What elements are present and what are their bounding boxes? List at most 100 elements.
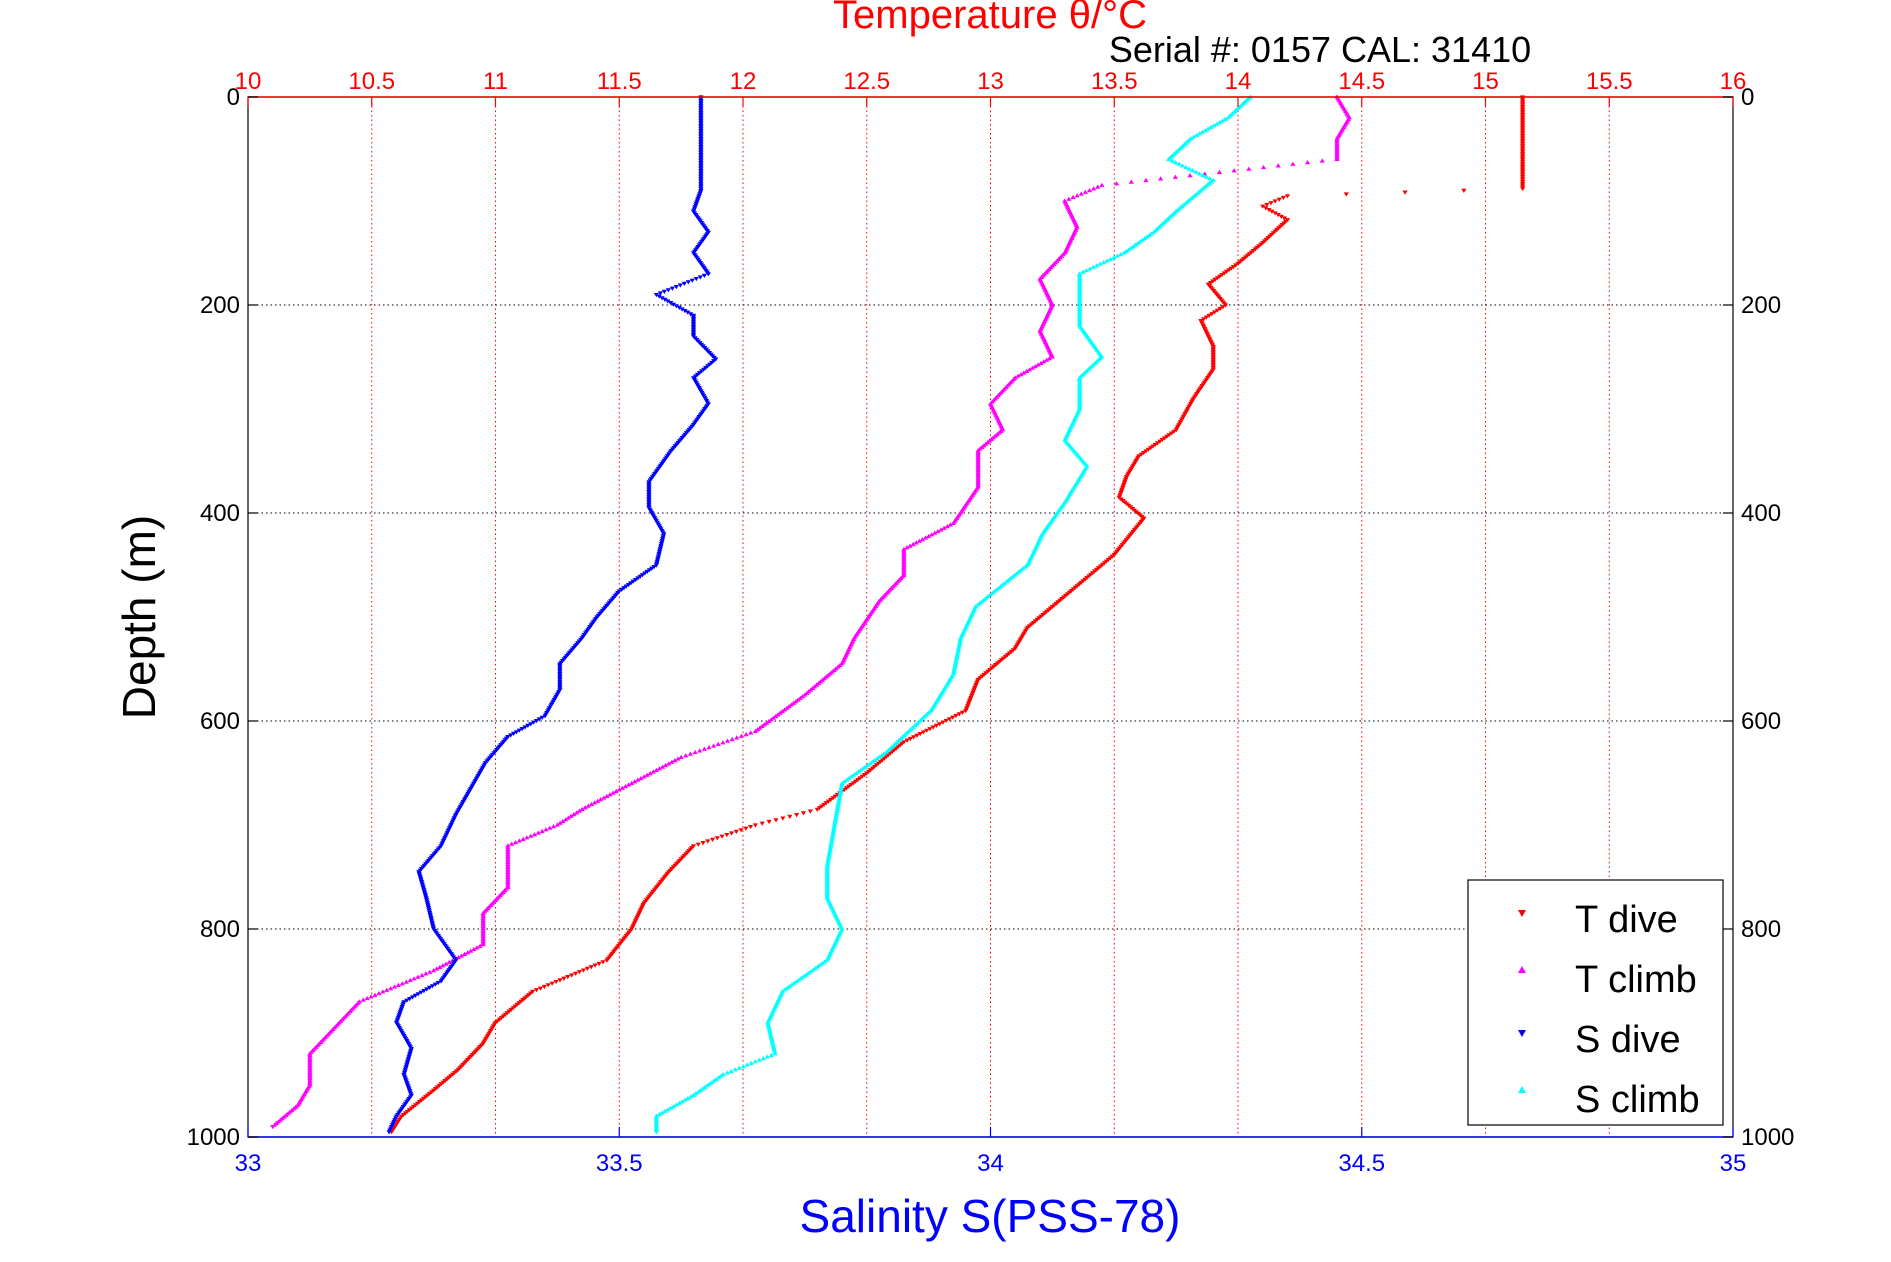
data-point bbox=[1187, 173, 1193, 178]
data-point bbox=[879, 752, 885, 758]
data-point bbox=[690, 1092, 697, 1097]
data-point bbox=[693, 277, 699, 282]
data-point bbox=[825, 860, 831, 865]
data-point bbox=[434, 966, 440, 971]
data-point bbox=[831, 824, 837, 829]
data-point bbox=[766, 819, 772, 825]
data-point bbox=[568, 813, 574, 818]
data-point bbox=[471, 946, 477, 952]
data-point bbox=[759, 821, 765, 826]
data-point bbox=[1164, 434, 1170, 439]
temperature-tick-label: 12 bbox=[730, 68, 757, 95]
data-point bbox=[938, 527, 944, 532]
data-point bbox=[1135, 240, 1141, 245]
data-point bbox=[1190, 168, 1196, 173]
data-point bbox=[724, 833, 730, 838]
data-point bbox=[399, 981, 405, 986]
data-point bbox=[1169, 158, 1175, 163]
data-point bbox=[1196, 171, 1203, 176]
data-point bbox=[814, 807, 820, 812]
data-point bbox=[831, 825, 837, 830]
data-point bbox=[644, 772, 650, 777]
data-point bbox=[956, 645, 962, 650]
data-point bbox=[1157, 439, 1163, 444]
data-point bbox=[724, 1070, 730, 1075]
data-point bbox=[836, 795, 842, 800]
data-point bbox=[828, 842, 834, 847]
data-point bbox=[817, 962, 823, 967]
data-point bbox=[803, 972, 809, 977]
data-point bbox=[1094, 263, 1100, 268]
depth-tick-label-right: 200 bbox=[1741, 292, 1781, 319]
data-point bbox=[784, 705, 790, 710]
data-point bbox=[610, 790, 616, 795]
data-point bbox=[653, 1130, 659, 1135]
data-point bbox=[670, 302, 677, 307]
data-point bbox=[621, 586, 627, 591]
data-point bbox=[530, 720, 537, 725]
data-point bbox=[571, 812, 577, 817]
data-point bbox=[1083, 268, 1090, 273]
data-point bbox=[833, 814, 839, 819]
data-point bbox=[779, 708, 785, 714]
data-point bbox=[541, 984, 547, 990]
data-point bbox=[679, 307, 685, 312]
data-point bbox=[709, 1080, 715, 1085]
data-point bbox=[613, 788, 619, 794]
data-point bbox=[622, 784, 629, 789]
data-point bbox=[724, 738, 731, 743]
data-point bbox=[951, 669, 957, 675]
data-point bbox=[950, 715, 956, 720]
data-point bbox=[1086, 188, 1093, 193]
data-point bbox=[952, 664, 958, 670]
data-point bbox=[1186, 166, 1192, 171]
temperature-tick-label: 15.5 bbox=[1586, 68, 1633, 95]
data-point bbox=[1173, 428, 1179, 433]
data-point bbox=[919, 537, 926, 542]
data-point bbox=[1111, 255, 1117, 260]
depth-tick-label-left: 0 bbox=[227, 84, 240, 111]
data-point bbox=[1044, 357, 1050, 362]
data-point bbox=[1260, 164, 1267, 170]
data-point bbox=[625, 582, 632, 588]
data-point bbox=[697, 748, 703, 753]
data-point bbox=[524, 835, 530, 840]
data-point bbox=[1520, 186, 1526, 192]
data-point bbox=[829, 835, 835, 840]
data-point bbox=[1203, 174, 1209, 179]
data-point bbox=[1246, 166, 1252, 171]
data-point bbox=[764, 1054, 770, 1059]
data-point bbox=[391, 984, 398, 989]
data-point bbox=[706, 1081, 713, 1086]
data-point bbox=[831, 827, 837, 832]
data-point bbox=[917, 731, 923, 737]
data-point bbox=[770, 715, 776, 720]
data-point bbox=[623, 584, 629, 589]
data-point bbox=[716, 1075, 722, 1080]
data-point bbox=[834, 805, 841, 810]
data-point bbox=[701, 746, 707, 751]
data-point bbox=[940, 720, 946, 725]
data-point bbox=[955, 648, 961, 653]
data-point bbox=[508, 733, 514, 738]
data-point bbox=[956, 643, 962, 648]
y-axis-label: Depth (m) bbox=[113, 515, 165, 719]
data-point bbox=[683, 753, 689, 758]
data-point bbox=[528, 722, 534, 727]
data-point bbox=[679, 1099, 685, 1104]
data-point bbox=[372, 992, 378, 997]
chart-subtitle: Serial #: 0157 CAL: 31410 bbox=[1109, 29, 1531, 70]
data-point bbox=[438, 979, 444, 984]
data-point bbox=[565, 815, 571, 820]
depth-tick-label-left: 1000 bbox=[187, 1124, 240, 1151]
data-point bbox=[946, 717, 953, 722]
data-point bbox=[1220, 305, 1226, 310]
data-point bbox=[411, 976, 417, 981]
data-point bbox=[953, 660, 959, 665]
data-point bbox=[1334, 156, 1340, 161]
data-point bbox=[418, 990, 424, 995]
data-point bbox=[743, 826, 749, 831]
data-point bbox=[1269, 209, 1275, 214]
data-point bbox=[826, 850, 833, 855]
data-point bbox=[1091, 186, 1097, 191]
